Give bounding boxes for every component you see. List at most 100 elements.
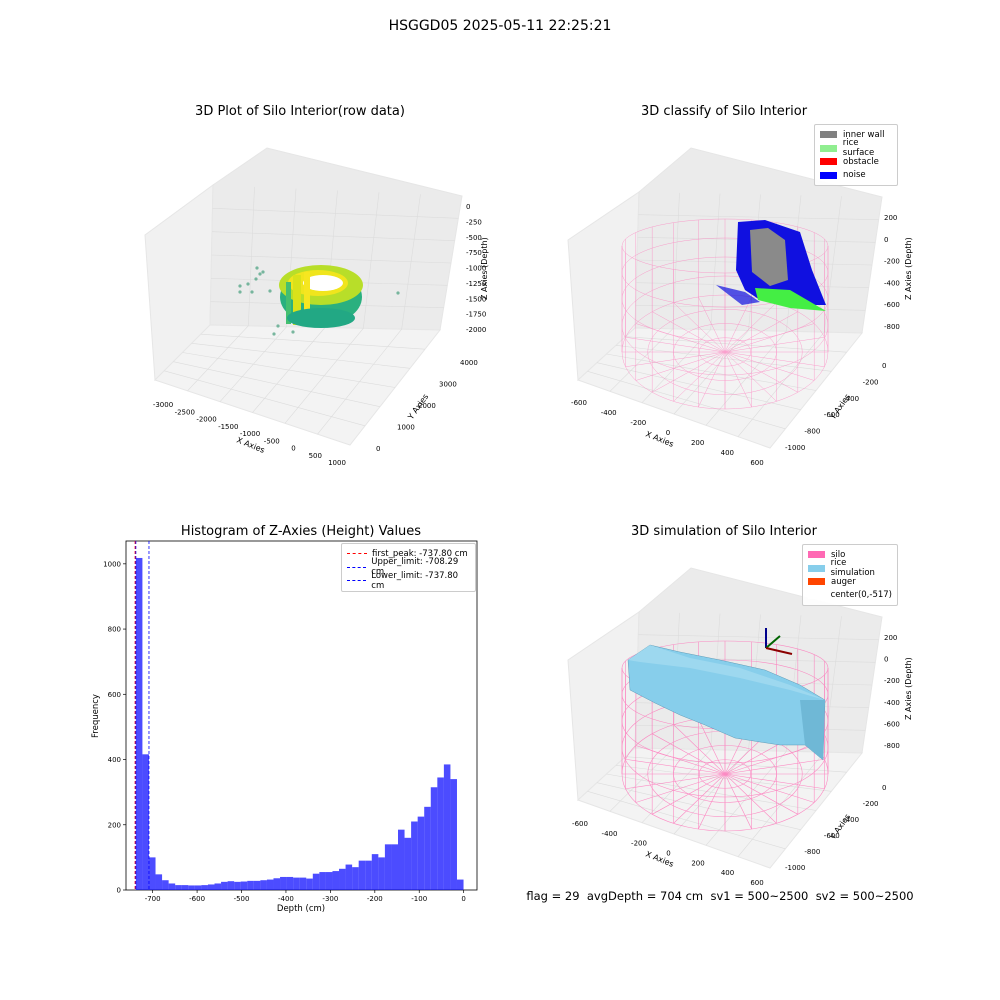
axis-tick-label: -200 <box>630 419 646 427</box>
hist-bar <box>411 821 418 890</box>
axis-tick-label: 0 <box>666 850 670 858</box>
hist-bar <box>286 876 294 890</box>
legend-label: auger <box>831 576 856 587</box>
hist-bar <box>378 857 385 890</box>
p4-ylabel: Y Axies <box>828 812 853 842</box>
hist-bar <box>398 829 405 890</box>
hist-bar <box>142 754 149 890</box>
hist-bar <box>221 881 228 890</box>
hist-xlabel: Depth (cm) <box>277 904 325 914</box>
axis-tick-label: -2000 <box>196 416 216 424</box>
hist-bar <box>168 883 176 890</box>
hist-bar <box>384 844 392 890</box>
hist-bar <box>201 885 208 890</box>
axis-tick-label: -1500 <box>218 423 238 431</box>
legend-entry: noise <box>820 169 892 183</box>
hist-bar <box>345 864 353 890</box>
panel2-legend: inner wall rice surface obstacle noise <box>814 124 898 186</box>
hist-bar <box>437 777 444 890</box>
hist-ytick-label: 200 <box>108 821 121 829</box>
hist-bar <box>162 880 169 890</box>
hist-bar <box>175 885 182 890</box>
hist-xtick-label: -100 <box>411 895 427 903</box>
axis-tick-label: -1250 <box>466 280 486 288</box>
legend-swatch <box>808 564 825 572</box>
axis-tick-label: 0 <box>884 236 888 244</box>
axis-tick-label: 4000 <box>460 359 478 367</box>
axis-tick-label: -800 <box>804 848 820 856</box>
axis-tick-label: 0 <box>884 656 888 664</box>
hist-bar <box>450 779 457 890</box>
axis-tick-label: -200 <box>884 677 900 685</box>
hist-bar <box>148 857 156 890</box>
legend-label: center(0,-517) <box>830 590 892 601</box>
legend-swatch <box>347 580 367 582</box>
hist-ytick-label: 0 <box>117 887 121 895</box>
sv2-text: sv2 = 500~2500 <box>815 889 914 903</box>
legend-label: noise <box>843 170 866 181</box>
hist-bar <box>273 878 281 890</box>
axis-tick-label: 200 <box>884 214 897 222</box>
axis-tick-label: 0 <box>466 203 470 211</box>
axis-tick-label: -200 <box>884 258 900 266</box>
axis-tick-label: -2000 <box>466 326 486 334</box>
axis-tick-label: -400 <box>884 279 900 287</box>
p2-zlabel: Z Axies (Depth) <box>904 237 913 300</box>
hist-xtick-label: -200 <box>367 895 383 903</box>
raw-point-cloud <box>238 265 400 336</box>
hist-bar <box>280 876 287 890</box>
axis-tick-label: -1000 <box>785 864 805 872</box>
panel1-title: 3D Plot of Silo Interior(row data) <box>195 104 405 119</box>
legend-label: rice surface <box>842 138 875 159</box>
axis-tick-label: -2500 <box>175 408 195 416</box>
panel1-3d-plot <box>144 147 463 446</box>
panel4-legend: silo rice simulation auger center(0,-517) <box>802 544 898 606</box>
status-line: flag = 29 avgDepth = 704 cm sv1 = 500~25… <box>500 889 940 903</box>
hist-bar <box>188 885 195 890</box>
hist-bar <box>424 806 431 890</box>
axis-tick-label: -800 <box>804 428 820 436</box>
axis-tick-label: -1000 <box>785 444 805 452</box>
histogram-legend: first_peak: -737.80 cm Upper_limit: -708.… <box>341 543 476 592</box>
axis-tick-label: -200 <box>863 378 879 386</box>
p1-zlabel: Z Axies (Depth) <box>480 237 489 300</box>
hist-ytick-label: 800 <box>108 626 121 634</box>
legend-entry: Upper_limit: -708.29 cm <box>347 557 470 577</box>
hist-xtick-label: 0 <box>461 895 465 903</box>
p2-xlabel: X Axies <box>644 430 675 449</box>
hist-bar <box>299 877 307 890</box>
legend-swatch <box>820 158 837 166</box>
p2-ylabel: Y Axies <box>828 392 853 422</box>
hist-bar <box>306 878 313 890</box>
p4-zlabel: Z Axies (Depth) <box>904 657 913 720</box>
sv1-text: sv1 = 500~2500 <box>710 889 809 903</box>
legend-entry: rice simulation <box>808 558 892 578</box>
axis-tick-label: -400 <box>602 830 618 838</box>
classified-points <box>716 220 826 311</box>
hist-bar <box>404 837 412 890</box>
axis-tick-label: 200 <box>691 439 704 447</box>
hist-xtick-label: -300 <box>322 895 338 903</box>
axis-tick-label: -1750 <box>466 311 486 319</box>
legend-swatch <box>347 553 367 555</box>
legend-label: inner wall <box>843 129 885 140</box>
axis-tick-label: 2000 <box>418 402 436 410</box>
axis-tick-label: -3000 <box>153 401 173 409</box>
axis-tick-label: -500 <box>466 234 482 242</box>
histogram-title: Histogram of Z-Axies (Height) Values <box>180 524 422 539</box>
legend-swatch <box>820 171 837 179</box>
legend-swatch <box>820 131 837 139</box>
hist-xtick-label: -700 <box>145 895 161 903</box>
hist-xtick-label: -600 <box>189 895 205 903</box>
axis-tick-label: 600 <box>750 459 763 467</box>
hist-xtick-label: -400 <box>278 895 294 903</box>
axis-tick-label: -500 <box>264 437 280 445</box>
axis-tick-label: -1000 <box>240 430 260 438</box>
hist-bar <box>247 880 254 890</box>
axis-tick-label: -800 <box>884 323 900 331</box>
legend-entry: rice surface <box>820 138 892 158</box>
panel4-title: 3D simulation of Silo Interior <box>631 524 817 539</box>
axis-tick-label: 3000 <box>439 381 457 389</box>
axis-tick-label: -200 <box>863 800 879 808</box>
